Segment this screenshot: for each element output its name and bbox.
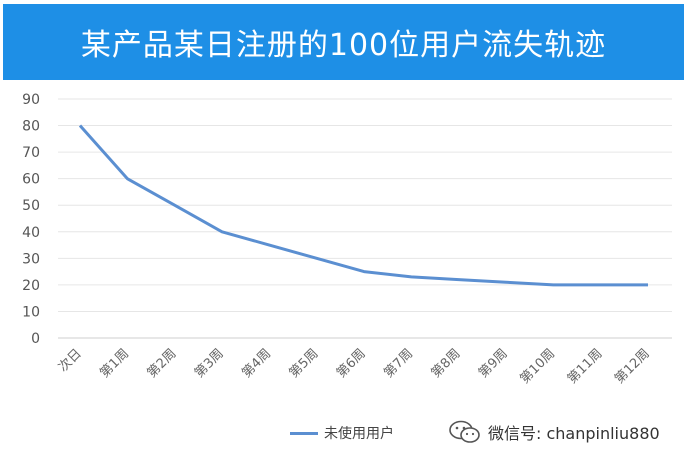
y-tick-label: 0 bbox=[31, 331, 40, 347]
x-tick-label: 第2周 bbox=[145, 346, 180, 381]
x-tick-label: 第4周 bbox=[239, 346, 274, 381]
legend-label: 未使用用户 bbox=[324, 426, 394, 442]
x-tick-label: 第3周 bbox=[192, 346, 227, 381]
x-tick-label: 第10周 bbox=[517, 346, 558, 387]
watermark-text: 微信号: chanpinliu880 bbox=[488, 424, 660, 443]
x-tick-label: 第6周 bbox=[334, 346, 369, 381]
y-tick-label: 50 bbox=[22, 198, 40, 214]
y-tick-label: 10 bbox=[22, 304, 40, 320]
y-tick-label: 80 bbox=[22, 119, 40, 135]
line-chart: 0 10 20 30 40 50 60 70 80 90 次日 第1周 第2周 第3周 第4周 第5周 第6周… bbox=[22, 92, 672, 387]
y-tick-label: 20 bbox=[22, 278, 40, 294]
series-line bbox=[78, 124, 648, 287]
x-axis-ticks: 次日 第1周 第2周 第3周 第4周 第5周 第6周 第7周 第8周 第9周 第10周 第11周 第12… bbox=[55, 346, 653, 387]
y-tick-label: 60 bbox=[22, 172, 40, 188]
y-tick-label: 70 bbox=[22, 145, 40, 161]
y-axis-ticks: 0 10 20 30 40 50 60 70 80 90 bbox=[22, 92, 40, 347]
x-tick-label: 第12周 bbox=[612, 346, 653, 387]
x-tick-label: 第9周 bbox=[476, 346, 511, 381]
x-tick-label: 第11周 bbox=[565, 346, 606, 387]
y-tick-label: 40 bbox=[22, 225, 40, 241]
legend-line-swatch bbox=[290, 431, 318, 435]
y-tick-label: 90 bbox=[22, 92, 40, 108]
legend: 未使用用户 bbox=[290, 423, 394, 443]
series-layer bbox=[78, 124, 648, 287]
x-tick-label: 第8周 bbox=[429, 346, 464, 381]
x-tick-label: 次日 bbox=[55, 346, 85, 376]
grid-lines bbox=[58, 98, 672, 339]
x-tick-label: 第7周 bbox=[381, 346, 416, 381]
watermark: 微信号: chanpinliu880 bbox=[448, 420, 660, 444]
x-tick-label: 第5周 bbox=[287, 346, 322, 381]
chart-title: 某产品某日注册的100位用户流失轨迹 bbox=[80, 28, 607, 63]
wechat-icon bbox=[449, 420, 480, 443]
x-tick-label: 第1周 bbox=[97, 346, 132, 381]
chart-title-bar: 某产品某日注册的100位用户流失轨迹 bbox=[3, 4, 684, 80]
y-tick-label: 30 bbox=[22, 251, 40, 267]
